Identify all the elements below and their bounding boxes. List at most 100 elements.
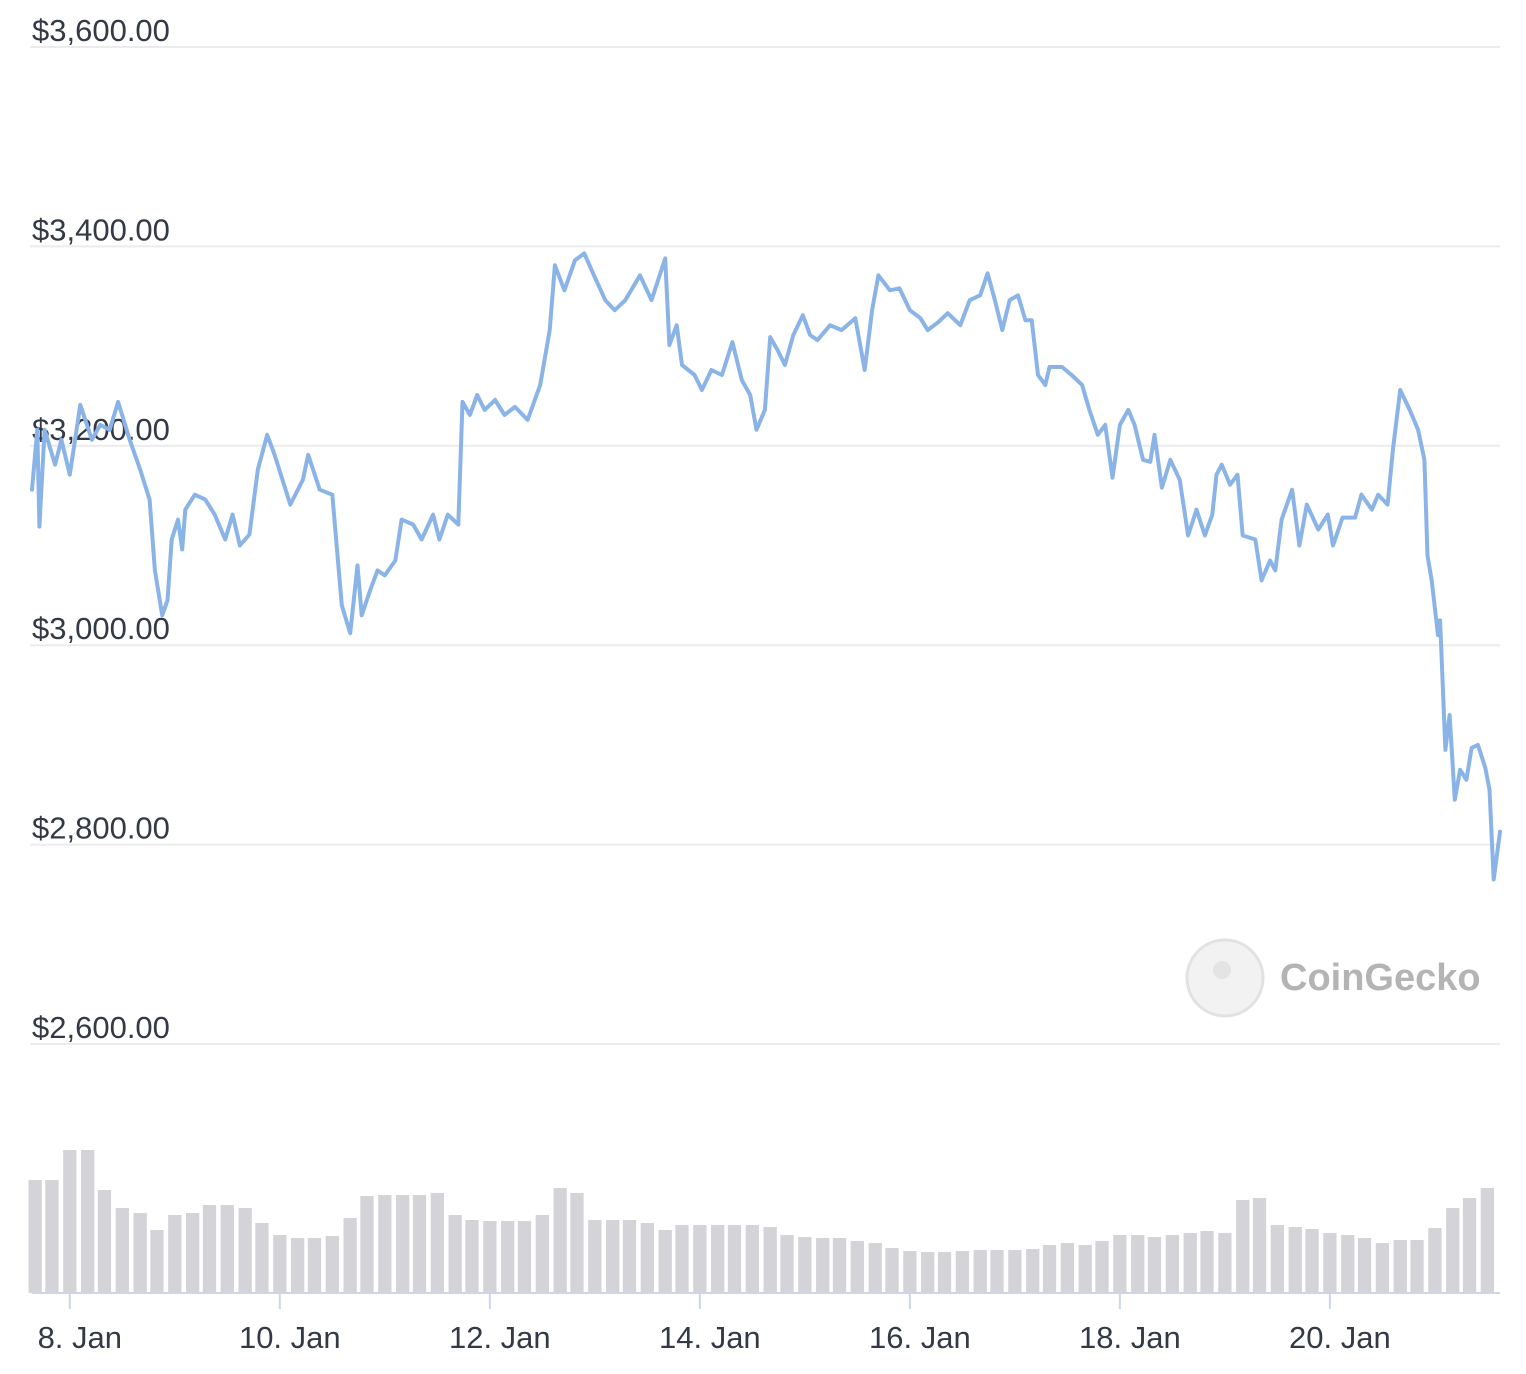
volume-bar	[990, 1250, 1004, 1293]
volume-bar	[1236, 1200, 1250, 1293]
volume-bar	[727, 1225, 742, 1293]
volume-bar	[45, 1180, 59, 1293]
volume-bar	[606, 1220, 620, 1293]
x-tick-label: 12. Jan	[449, 1320, 551, 1355]
volume-bar	[1113, 1235, 1127, 1293]
volume-bar	[1147, 1237, 1162, 1293]
volume-bar	[343, 1218, 357, 1293]
volume-bar	[588, 1220, 602, 1293]
y-tick-label: $3,400.00	[32, 212, 170, 247]
volume-bar	[570, 1193, 584, 1293]
volume-bar	[307, 1238, 322, 1293]
volume-bar	[273, 1235, 287, 1293]
volume-bar	[1078, 1245, 1092, 1293]
volume-bar	[115, 1208, 129, 1293]
volume-bar	[1200, 1231, 1214, 1293]
volume-bar	[186, 1213, 200, 1293]
volume-bar	[1341, 1235, 1355, 1293]
watermark-logo-eye	[1213, 961, 1231, 979]
watermark: CoinGecko	[1185, 938, 1481, 1018]
x-tick-label: 10. Jan	[239, 1320, 341, 1355]
volume-bar	[360, 1196, 374, 1293]
volume-bar	[1393, 1240, 1407, 1293]
volume-bars	[28, 1150, 1495, 1293]
volume-bar	[150, 1230, 164, 1293]
x-tick-label: 8. Jan	[38, 1320, 122, 1355]
volume-bar	[1218, 1233, 1232, 1293]
volume-bar	[63, 1150, 77, 1293]
volume-bar	[1095, 1241, 1109, 1293]
volume-bar	[955, 1251, 970, 1293]
volume-bar	[903, 1251, 917, 1293]
volume-bar	[97, 1190, 112, 1293]
volume-bar	[885, 1248, 899, 1293]
volume-bar	[255, 1223, 269, 1293]
volume-bar	[1305, 1229, 1319, 1293]
volume-bar	[1480, 1188, 1495, 1293]
x-tick-label: 18. Jan	[1079, 1320, 1181, 1355]
volume-bar	[1252, 1198, 1267, 1293]
x-tick-label: 16. Jan	[869, 1320, 971, 1355]
volume-bar	[937, 1252, 952, 1293]
volume-bar	[816, 1238, 830, 1293]
x-tick-label: 20. Jan	[1289, 1320, 1391, 1355]
volume-bar	[483, 1221, 497, 1293]
y-tick-label: $2,600.00	[32, 1010, 170, 1045]
volume-bar	[1183, 1233, 1197, 1293]
volume-bar	[168, 1215, 182, 1293]
volume-bar	[81, 1150, 95, 1293]
volume-bar	[1026, 1249, 1040, 1293]
volume-bar	[28, 1180, 42, 1293]
volume-bar	[1428, 1228, 1442, 1293]
volume-bar	[850, 1241, 864, 1293]
volume-bar	[325, 1236, 339, 1293]
volume-bar	[1008, 1250, 1022, 1293]
y-tick-label: $3,600.00	[32, 13, 170, 48]
y-tick-label: $2,800.00	[32, 811, 170, 846]
volume-bar	[1323, 1233, 1337, 1293]
volume-bar	[378, 1195, 392, 1293]
volume-bar	[1462, 1198, 1477, 1293]
volume-bar	[1165, 1235, 1180, 1293]
volume-bar	[640, 1223, 654, 1293]
volume-bar	[430, 1193, 444, 1293]
volume-bar	[1042, 1245, 1057, 1293]
volume-bar	[711, 1225, 725, 1293]
volume-bar	[1375, 1243, 1390, 1293]
volume-bar	[780, 1235, 794, 1293]
volume-bar	[1357, 1238, 1372, 1293]
volume-bar	[1288, 1227, 1302, 1293]
watermark-text: CoinGecko	[1280, 957, 1481, 999]
volume-bar	[465, 1220, 479, 1293]
volume-bar	[622, 1220, 637, 1293]
volume-bar	[448, 1215, 462, 1293]
y-tick-label: $3,000.00	[32, 611, 170, 646]
volume-bar	[921, 1252, 935, 1293]
volume-bar	[517, 1221, 532, 1293]
volume-bar	[396, 1195, 410, 1293]
volume-bar	[1410, 1240, 1424, 1293]
volume-bar	[832, 1238, 847, 1293]
volume-bar	[798, 1237, 812, 1293]
volume-bar	[202, 1205, 217, 1293]
volume-bar	[553, 1188, 567, 1293]
volume-bar	[1131, 1235, 1145, 1293]
volume-bar	[693, 1225, 707, 1293]
volume-bar	[745, 1225, 759, 1293]
volume-bar	[763, 1227, 777, 1293]
volume-bar	[220, 1205, 234, 1293]
price-line	[30, 251, 1502, 882]
volume-bar	[1446, 1208, 1460, 1293]
y-tick-label: $3,200.00	[32, 412, 170, 447]
volume-bar	[291, 1238, 305, 1293]
volume-bar	[868, 1243, 882, 1293]
volume-bar	[238, 1208, 252, 1293]
x-tick-label: 14. Jan	[659, 1320, 761, 1355]
volume-bar	[675, 1225, 689, 1293]
volume-bar	[658, 1230, 672, 1293]
volume-bar	[535, 1215, 549, 1293]
volume-bar	[412, 1195, 427, 1293]
volume-bar	[501, 1221, 515, 1293]
